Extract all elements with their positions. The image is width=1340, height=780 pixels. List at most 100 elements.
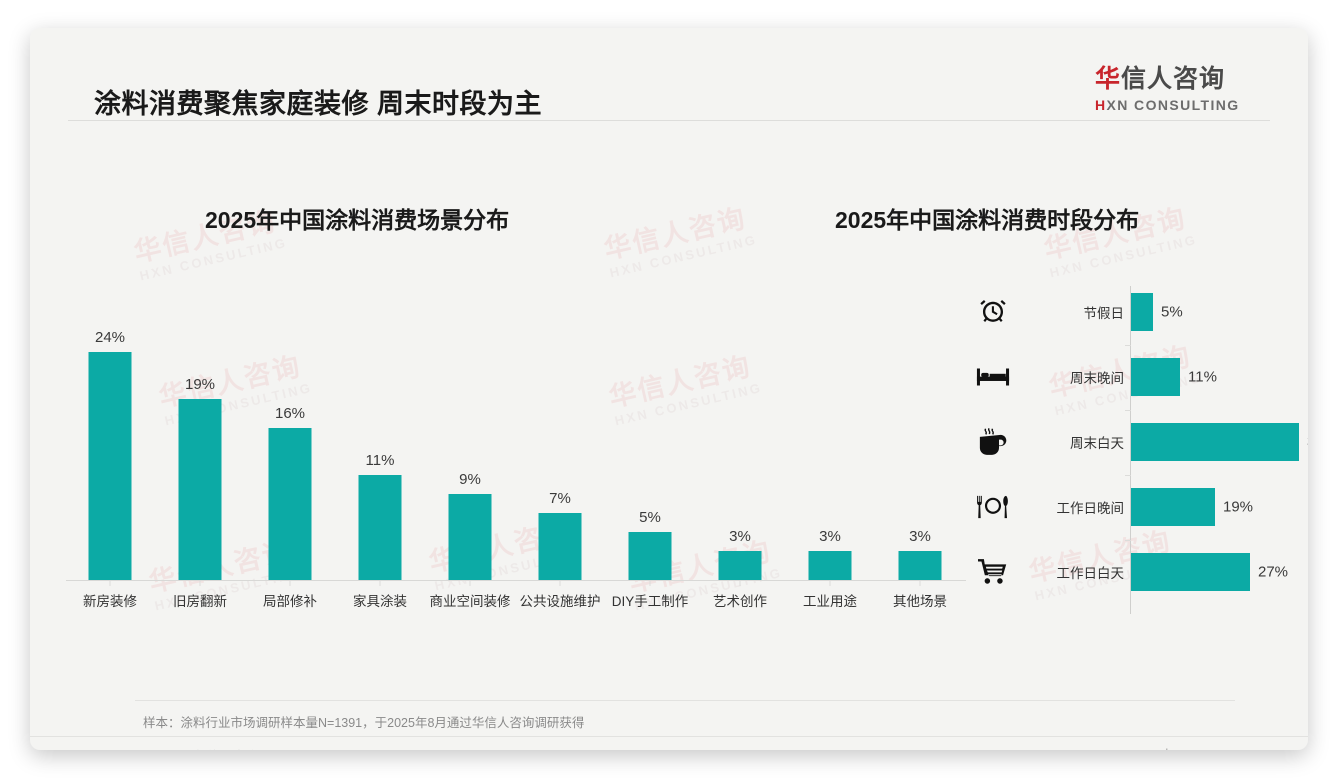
header-divider — [68, 120, 1270, 121]
slide-canvas: 华信人咨询 HXN CONSULTING 华信人咨询 HXN CONSULTIN… — [30, 28, 1308, 750]
column-bar[interactable] — [268, 428, 312, 580]
column-axis-tick — [289, 581, 291, 586]
logo-en-rest: XN CONSULTING — [1106, 96, 1240, 113]
column-category-label: 局部修补 — [263, 594, 317, 609]
column-group: 5% DIY手工制作 — [606, 322, 694, 623]
column-group: 3% 其他场景 — [876, 322, 964, 623]
bar-fill[interactable] — [1131, 488, 1215, 526]
footer-divider — [30, 736, 1308, 737]
brand-logo: 华信人咨询 HXN CONSULTING — [1095, 65, 1270, 113]
page-title: 涂料消费聚焦家庭装修 周末时段为主 — [94, 89, 543, 119]
column-bar[interactable] — [898, 551, 942, 580]
column-bar[interactable] — [448, 494, 492, 580]
column-category-label: 工业用途 — [803, 594, 857, 609]
footnote-text: 样本：涂料行业市场调研样本量N=1391，于2025年8月通过华信人咨询调研获得 — [143, 716, 585, 730]
column-axis-tick — [919, 581, 921, 586]
bar-fill[interactable] — [1131, 553, 1250, 591]
consumption-timeslot-bar-chart: 节假日 5% 周末晚间 11% 周末白天 38% 工作日晚间 19% 工作日白天 27% — [955, 278, 1308, 623]
column-group: 19% 旧房翻新 — [156, 322, 244, 623]
column-axis-tick — [739, 581, 741, 586]
column-bar[interactable] — [88, 352, 132, 580]
column-group: 7% 公共设施维护 — [516, 322, 604, 623]
slide-header: 涂料消费聚焦家庭装修 周末时段为主 华信人咨询 HXN CONSULTING — [30, 28, 1308, 121]
logo-cn-rest: 信人咨询 — [1121, 65, 1226, 93]
column-group: 24% 新房装修 — [66, 322, 154, 623]
column-axis-tick — [649, 581, 651, 586]
right-chart-title: 2025年中国涂料消费时段分布 — [835, 207, 1140, 233]
bar-fill[interactable] — [1131, 423, 1299, 461]
column-value-label: 19% — [184, 376, 216, 393]
bar-row: 周末白天 38% — [955, 423, 1308, 461]
dinner-plate-icon — [973, 490, 1013, 524]
left-chart-title: 2025年中国涂料消费场景分布 — [205, 207, 510, 233]
bar-fill[interactable] — [1131, 358, 1180, 396]
coffee-cup-icon — [973, 425, 1013, 459]
alarm-clock-icon — [973, 295, 1013, 329]
column-group: 9% 商业空间装修 — [426, 322, 514, 623]
bar-row: 节假日 5% — [955, 293, 1300, 331]
column-category-label: 旧房翻新 — [173, 594, 227, 609]
column-bar[interactable] — [718, 551, 762, 580]
column-axis-tick — [559, 581, 561, 586]
column-category-label: 其他场景 — [893, 594, 947, 609]
logo-english-text: HXN CONSULTING — [1095, 97, 1270, 113]
column-bar[interactable] — [178, 399, 222, 580]
column-bar[interactable] — [538, 513, 582, 580]
column-axis-tick — [829, 581, 831, 586]
column-value-label: 5% — [639, 509, 661, 526]
column-value-label: 7% — [549, 490, 571, 507]
column-axis-tick — [199, 581, 201, 586]
column-value-label: 24% — [94, 329, 126, 346]
shopping-cart-icon — [973, 555, 1013, 589]
bar-chart-axis-line — [1130, 286, 1131, 614]
bar-value-label: 27% — [1258, 563, 1289, 581]
bed-icon — [973, 360, 1013, 394]
column-category-label: DIY手工制作 — [611, 594, 689, 609]
consumption-scene-column-chart: 24% 新房装修 19% 旧房翻新 16% 局部修补 11% 家具涂装 9% 商业空间装修 7% 公共… — [48, 278, 978, 623]
column-group: 16% 局部修补 — [246, 322, 334, 623]
bar-axis-tick — [1125, 539, 1131, 541]
column-value-label: 3% — [819, 528, 841, 545]
column-bar[interactable] — [358, 475, 402, 580]
bar-category-label: 周末白天 — [1070, 436, 1124, 451]
column-group: 3% 工业用途 — [786, 322, 874, 623]
bar-category-label: 节假日 — [1083, 306, 1125, 321]
watermark: 华信人咨询 HXN CONSULTING — [601, 203, 760, 283]
column-bar[interactable] — [808, 551, 852, 580]
bar-value-label: 38% — [1307, 434, 1308, 451]
copyright-text: ©2025.10 HXR华信人咨询 — [106, 746, 259, 750]
column-category-label: 家具涂装 — [353, 594, 407, 609]
column-group: 11% 家具涂装 — [336, 322, 424, 623]
bar-category-label: 工作日白天 — [1056, 566, 1125, 581]
watermark-cn: 华信人咨询 — [601, 203, 750, 265]
column-axis-tick — [379, 581, 381, 586]
column-value-label: 16% — [274, 405, 306, 422]
column-group: 3% 艺术创作 — [696, 322, 784, 623]
bar-axis-tick — [1125, 474, 1131, 476]
column-axis-tick — [109, 581, 111, 586]
bar-category-label: 周末晚间 — [1070, 371, 1124, 386]
logo-cn-red-char: 华 — [1095, 65, 1122, 93]
bar-row: 工作日白天 27% — [955, 553, 1300, 591]
bar-axis-tick — [1125, 409, 1131, 411]
column-value-label: 3% — [909, 528, 931, 545]
bar-value-label: 19% — [1223, 498, 1254, 516]
column-category-label: 商业空间装修 — [429, 594, 511, 609]
bar-fill[interactable] — [1131, 293, 1153, 331]
website-text: www.hxrcon.com — [1136, 747, 1230, 750]
bar-row: 周末晚间 11% — [955, 358, 1300, 396]
column-bar[interactable] — [628, 532, 672, 580]
bar-row: 工作日晚间 19% — [955, 488, 1300, 526]
column-value-label: 3% — [729, 528, 751, 545]
bar-axis-tick — [1125, 344, 1131, 346]
column-chart-axis-line — [66, 580, 966, 581]
footnote-divider — [135, 700, 1235, 701]
logo-en-red-char: H — [1095, 96, 1107, 113]
column-category-label: 新房装修 — [83, 594, 137, 609]
watermark-en: HXN CONSULTING — [608, 231, 759, 281]
column-value-label: 9% — [459, 471, 481, 488]
bar-value-label: 5% — [1161, 303, 1183, 321]
column-category-label: 公共设施维护 — [519, 594, 601, 609]
column-category-label: 艺术创作 — [713, 594, 767, 609]
logo-chinese-text: 华信人咨询 — [1095, 65, 1270, 94]
